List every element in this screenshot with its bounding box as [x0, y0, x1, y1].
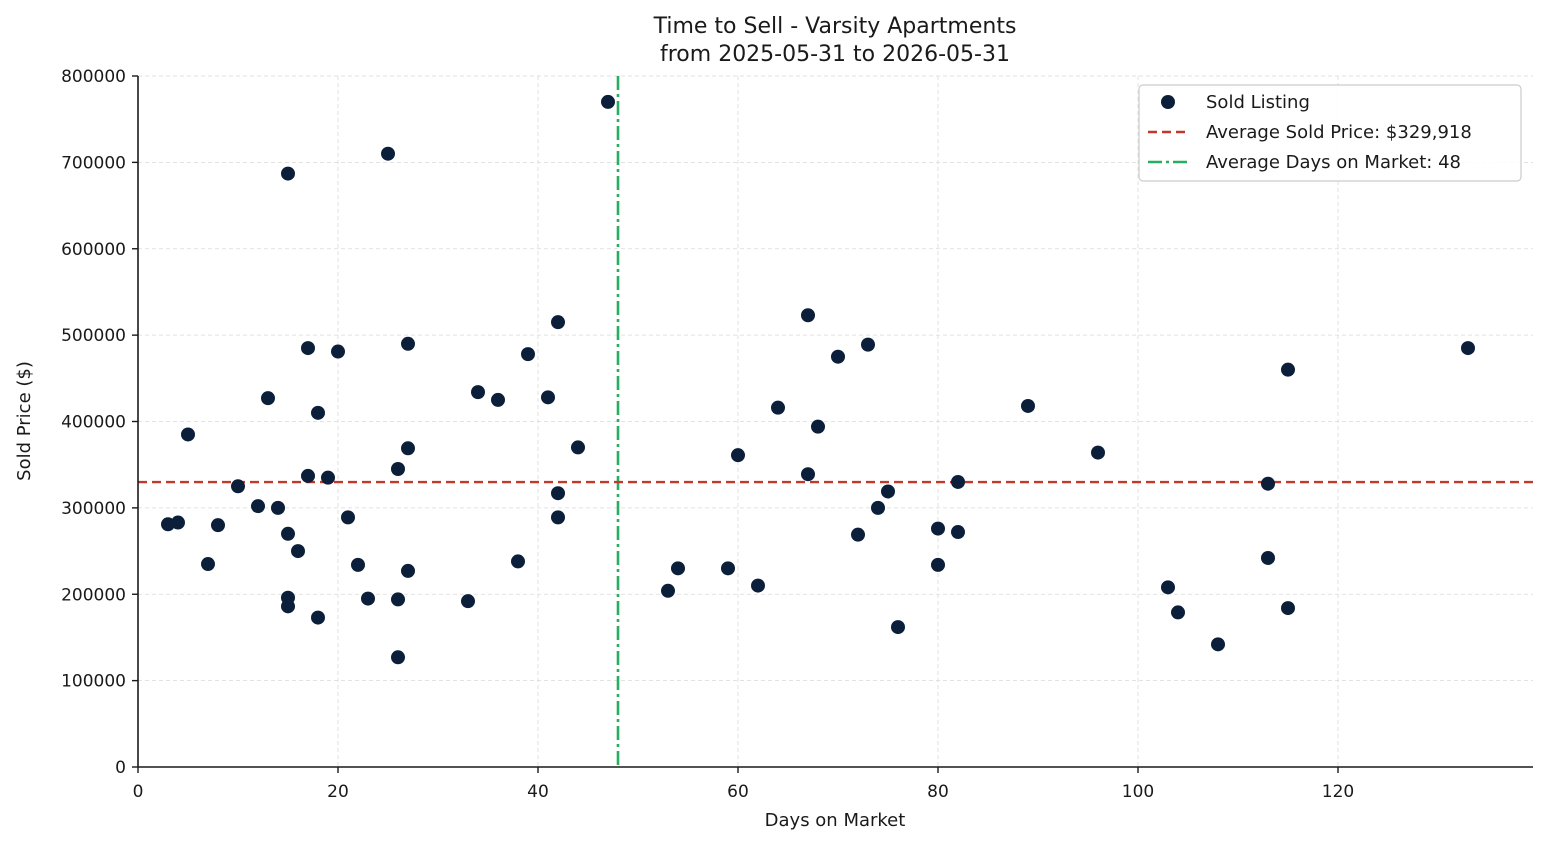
data-point — [891, 620, 905, 635]
data-point — [331, 344, 345, 359]
data-point — [281, 599, 295, 614]
legend-label-avg-price: Average Sold Price: $329,918 — [1206, 122, 1472, 143]
x-tick-label: 20 — [327, 782, 349, 802]
data-point — [1261, 476, 1275, 491]
data-point — [351, 557, 365, 572]
data-point — [361, 591, 375, 606]
y-tick-label: 300000 — [61, 499, 126, 519]
data-point — [391, 650, 405, 665]
data-point — [801, 467, 815, 482]
data-point — [551, 486, 565, 501]
data-point — [321, 470, 335, 485]
data-point — [1211, 637, 1225, 652]
data-point — [1281, 601, 1295, 616]
data-point — [951, 474, 965, 489]
data-point — [301, 341, 315, 356]
data-point — [471, 385, 485, 400]
data-point — [1461, 341, 1475, 356]
data-point — [281, 166, 295, 181]
data-point — [541, 390, 555, 405]
data-point — [201, 557, 215, 572]
data-point — [831, 349, 845, 364]
legend-marker-sold-listing — [1161, 95, 1175, 109]
data-point — [1021, 398, 1035, 413]
data-point — [401, 441, 415, 456]
data-point — [391, 592, 405, 607]
data-point — [801, 308, 815, 323]
x-ticks: 0 20 40 60 80 100 120 — [133, 767, 1354, 802]
data-point — [521, 347, 535, 362]
data-point — [861, 337, 875, 352]
data-point — [1261, 550, 1275, 565]
data-point — [311, 405, 325, 420]
data-point — [751, 578, 765, 593]
data-point — [771, 400, 785, 415]
data-point — [461, 594, 475, 609]
data-point — [671, 561, 685, 576]
data-point — [1171, 605, 1185, 620]
data-point — [721, 561, 735, 576]
data-point — [951, 525, 965, 540]
y-tick-label: 100000 — [61, 672, 126, 692]
data-point — [271, 500, 285, 515]
y-tick-label: 600000 — [61, 240, 126, 260]
data-point — [1161, 580, 1175, 595]
data-point — [211, 518, 225, 533]
data-point — [311, 610, 325, 625]
data-point — [231, 479, 245, 494]
data-point — [511, 554, 525, 569]
y-ticks: 0 100000 200000 300000 400000 500000 600000 700… — [61, 67, 138, 778]
y-axis-label: Sold Price ($) — [14, 361, 35, 481]
x-tick-label: 40 — [527, 782, 549, 802]
data-point — [811, 419, 825, 434]
data-point — [931, 557, 945, 572]
legend: Sold Listing Average Sold Price: $329,91… — [1138, 84, 1522, 182]
x-tick-label: 80 — [927, 782, 949, 802]
data-point — [291, 544, 305, 559]
legend-label-avg-days: Average Days on Market: 48 — [1206, 152, 1461, 173]
data-point — [281, 526, 295, 541]
data-point — [261, 391, 275, 406]
data-point — [301, 468, 315, 483]
data-point — [341, 510, 355, 525]
y-tick-label: 800000 — [61, 67, 126, 87]
data-point — [551, 315, 565, 330]
data-point — [181, 427, 195, 442]
data-point — [1281, 362, 1295, 377]
data-point — [731, 448, 745, 463]
data-point — [871, 500, 885, 515]
data-point — [401, 563, 415, 578]
y-tick-label: 700000 — [61, 153, 126, 173]
data-point — [1091, 445, 1105, 460]
points — [161, 94, 1475, 665]
x-tick-label: 100 — [1122, 782, 1154, 802]
data-point — [601, 94, 615, 109]
data-point — [401, 336, 415, 351]
x-axis-label: Days on Market — [765, 810, 906, 831]
y-tick-label: 0 — [115, 758, 126, 778]
data-point — [381, 146, 395, 161]
data-point — [251, 499, 265, 514]
x-tick-label: 120 — [1322, 782, 1354, 802]
data-point — [881, 484, 895, 499]
data-point — [851, 527, 865, 542]
y-tick-label: 200000 — [61, 585, 126, 605]
data-point — [171, 515, 185, 530]
data-point — [931, 521, 945, 536]
x-tick-label: 0 — [133, 782, 144, 802]
y-tick-label: 400000 — [61, 413, 126, 433]
data-point — [491, 392, 505, 407]
x-tick-label: 60 — [727, 782, 749, 802]
y-tick-label: 500000 — [61, 326, 126, 346]
data-point — [391, 462, 405, 477]
chart-title: Time to Sell - Varsity Apartments — [653, 14, 1017, 39]
legend-box — [1138, 84, 1522, 182]
data-point — [571, 440, 585, 455]
chart-subtitle: from 2025-05-31 to 2026-05-31 — [660, 42, 1010, 67]
data-point — [551, 510, 565, 525]
data-point — [661, 583, 675, 598]
legend-label-sold-listing: Sold Listing — [1206, 92, 1310, 113]
